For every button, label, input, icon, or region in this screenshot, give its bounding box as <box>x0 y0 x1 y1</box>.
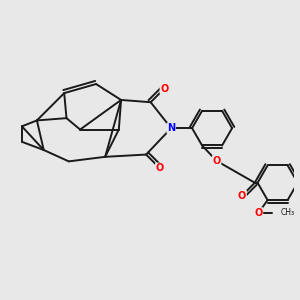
Text: O: O <box>212 156 221 166</box>
Text: O: O <box>160 84 168 94</box>
Text: O: O <box>254 208 262 218</box>
Text: O: O <box>156 163 164 173</box>
Text: CH₃: CH₃ <box>280 208 295 217</box>
Text: O: O <box>238 190 246 200</box>
Text: N: N <box>167 123 175 133</box>
